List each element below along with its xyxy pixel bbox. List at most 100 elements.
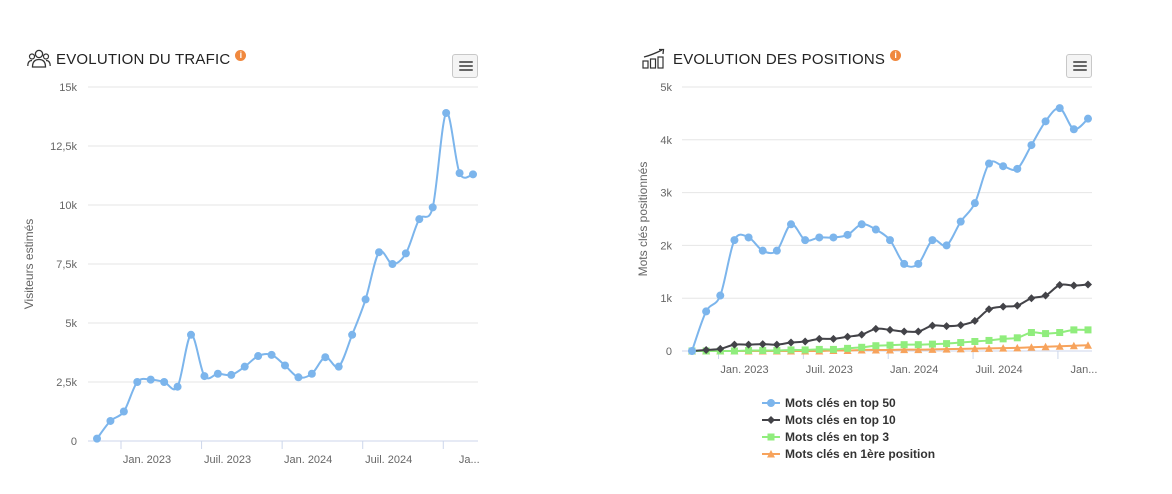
data-point[interactable] [119, 407, 128, 416]
data-point[interactable] [985, 336, 993, 344]
data-point[interactable] [1013, 164, 1022, 173]
data-point[interactable] [361, 295, 370, 304]
data-point[interactable] [106, 416, 115, 425]
data-point[interactable] [956, 321, 965, 330]
legend-marker[interactable] [767, 449, 775, 458]
data-point[interactable] [254, 352, 263, 361]
data-point[interactable] [428, 203, 437, 212]
data-point[interactable] [928, 345, 937, 353]
data-point[interactable] [744, 233, 753, 242]
data-point[interactable] [787, 346, 795, 354]
data-point[interactable] [160, 378, 169, 386]
data-point[interactable] [858, 343, 866, 351]
data-point[interactable] [985, 344, 993, 352]
data-point[interactable] [469, 170, 477, 179]
data-point[interactable] [702, 345, 711, 354]
data-point[interactable] [1027, 141, 1036, 150]
data-point[interactable] [886, 345, 894, 354]
data-point[interactable] [1056, 329, 1064, 337]
data-point[interactable] [688, 347, 696, 355]
data-point[interactable] [801, 337, 810, 346]
data-point[interactable] [886, 236, 894, 245]
data-point[interactable] [999, 335, 1007, 343]
data-point[interactable] [307, 369, 316, 378]
data-point[interactable] [1055, 281, 1064, 289]
legend-item[interactable]: Mots clés en 1ère position [762, 445, 935, 462]
data-point[interactable] [745, 346, 753, 354]
data-point[interactable] [900, 259, 909, 268]
data-point[interactable] [815, 233, 824, 242]
data-point[interactable] [801, 236, 810, 245]
data-point[interactable] [985, 159, 993, 168]
data-point[interactable] [281, 361, 289, 370]
data-point[interactable] [401, 249, 410, 258]
data-point[interactable] [93, 434, 101, 443]
data-point[interactable] [985, 305, 993, 314]
data-point[interactable] [815, 345, 823, 353]
data-point[interactable] [871, 345, 880, 354]
data-point[interactable] [857, 330, 866, 339]
data-point[interactable] [730, 340, 739, 349]
legend-item[interactable]: Mots clés en top 3 [762, 428, 935, 445]
data-point[interactable] [1042, 330, 1050, 338]
data-point[interactable] [267, 350, 276, 359]
data-point[interactable] [843, 332, 852, 341]
data-point[interactable] [773, 346, 781, 354]
data-point[interactable] [928, 340, 936, 348]
data-point[interactable] [1070, 326, 1078, 334]
data-point[interactable] [1084, 341, 1092, 349]
legend-marker[interactable] [767, 433, 775, 440]
data-point[interactable] [375, 248, 383, 257]
data-point[interactable] [970, 316, 979, 325]
legend-marker[interactable] [767, 415, 775, 424]
data-point[interactable] [1027, 343, 1036, 351]
data-point[interactable] [914, 341, 922, 349]
data-point[interactable] [1013, 334, 1021, 342]
data-point[interactable] [187, 330, 195, 339]
data-point[interactable] [415, 215, 424, 224]
data-point[interactable] [928, 236, 937, 245]
data-point[interactable] [1027, 294, 1036, 303]
data-point[interactable] [829, 345, 837, 353]
data-point[interactable] [914, 259, 923, 268]
data-point[interactable] [942, 322, 951, 331]
data-point[interactable] [886, 341, 894, 349]
data-point[interactable] [321, 353, 330, 362]
data-point[interactable] [758, 340, 767, 349]
data-point[interactable] [871, 225, 880, 234]
data-point[interactable] [999, 344, 1008, 352]
data-point[interactable] [716, 291, 725, 300]
positions-info-icon[interactable]: i [890, 49, 902, 61]
legend-item[interactable]: Mots clés en top 50 [762, 394, 935, 411]
data-point[interactable] [348, 330, 357, 339]
data-point[interactable] [943, 340, 951, 348]
data-point[interactable] [146, 375, 155, 384]
data-point[interactable] [1041, 117, 1050, 126]
data-point[interactable] [900, 341, 908, 349]
data-point[interactable] [970, 199, 979, 208]
data-point[interactable] [173, 382, 182, 391]
data-point[interactable] [857, 220, 866, 229]
data-point[interactable] [1084, 326, 1092, 334]
data-point[interactable] [829, 334, 838, 343]
data-point[interactable] [942, 241, 951, 250]
data-point[interactable] [914, 345, 923, 354]
data-point[interactable] [914, 327, 923, 336]
data-point[interactable] [843, 230, 852, 239]
legend-marker[interactable] [767, 398, 775, 407]
data-point[interactable] [772, 246, 781, 255]
data-point[interactable] [772, 340, 781, 349]
data-point[interactable] [956, 217, 965, 226]
data-point[interactable] [999, 302, 1008, 311]
data-point[interactable] [388, 260, 397, 268]
data-point[interactable] [1013, 301, 1022, 310]
data-point[interactable] [787, 338, 795, 347]
legend-item[interactable]: Mots clés en top 10 [762, 411, 935, 428]
data-point[interactable] [455, 169, 464, 178]
data-point[interactable] [730, 236, 739, 245]
data-point[interactable] [900, 345, 909, 354]
data-point[interactable] [744, 340, 753, 349]
data-point[interactable] [133, 378, 142, 386]
data-point[interactable] [928, 321, 937, 330]
data-point[interactable] [1055, 104, 1064, 113]
